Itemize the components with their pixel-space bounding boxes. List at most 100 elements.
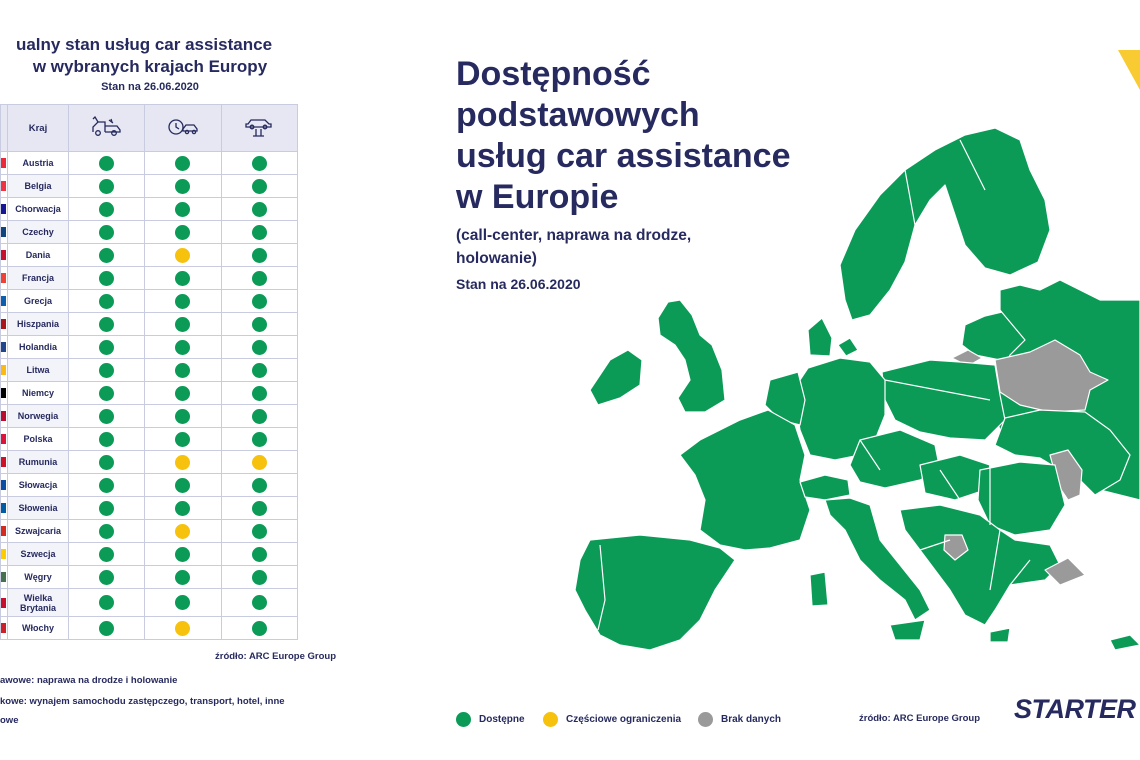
status-cell bbox=[67, 450, 146, 474]
flag-cell bbox=[0, 197, 8, 221]
status-cell bbox=[220, 266, 299, 290]
status-cell bbox=[67, 616, 146, 640]
map-region-romania bbox=[977, 461, 1066, 536]
country-name: Polska bbox=[7, 427, 69, 451]
status-dot bbox=[251, 620, 267, 636]
note-basic: awowe: naprawa na drodze i holowanie bbox=[0, 675, 178, 686]
country-flag-icon bbox=[1, 204, 6, 214]
country-name: Rumunia bbox=[7, 450, 69, 474]
status-dot bbox=[175, 362, 191, 378]
status-cell bbox=[67, 312, 146, 336]
status-cell bbox=[67, 220, 146, 244]
status-dot bbox=[175, 293, 191, 309]
status-cell bbox=[220, 519, 299, 543]
status-dot bbox=[99, 569, 115, 585]
status-dot bbox=[99, 454, 115, 470]
country-name: Dania bbox=[7, 243, 69, 267]
country-flag-icon bbox=[1, 296, 6, 306]
map-region-denmark bbox=[807, 317, 859, 357]
status-cell bbox=[144, 519, 222, 543]
status-dot bbox=[175, 316, 191, 332]
map-region-france bbox=[679, 409, 811, 551]
status-cell bbox=[220, 151, 299, 175]
status-dot bbox=[99, 247, 115, 263]
map-region-sweden-border bbox=[904, 139, 986, 226]
country-flag-icon bbox=[1, 227, 6, 237]
country-flag-icon bbox=[1, 273, 6, 283]
status-cell bbox=[144, 616, 222, 640]
country-flag-icon bbox=[1, 597, 6, 608]
table-row: Wielka Brytania bbox=[0, 588, 299, 617]
status-dot bbox=[175, 224, 191, 240]
status-dot bbox=[175, 201, 191, 217]
map-subtitle-line1: (call-center, naprawa na drodze, bbox=[456, 227, 692, 244]
status-dot bbox=[251, 431, 267, 447]
country-flag-icon bbox=[1, 181, 6, 191]
country-name: Belgia bbox=[7, 174, 69, 198]
status-cell bbox=[220, 542, 299, 566]
table-row: Słowenia bbox=[0, 496, 299, 520]
status-dot bbox=[251, 339, 267, 355]
table-row: Niemcy bbox=[0, 381, 299, 405]
country-name: Szwajcaria bbox=[7, 519, 69, 543]
status-cell bbox=[220, 243, 299, 267]
status-dot bbox=[175, 431, 191, 447]
table-title: ualny stan usług car assistance w wybran… bbox=[0, 34, 300, 78]
map-region-bosnia bbox=[943, 534, 969, 561]
status-cell bbox=[220, 404, 299, 428]
flag-cell bbox=[0, 174, 8, 198]
status-dot bbox=[99, 224, 115, 240]
status-dot bbox=[99, 316, 115, 332]
status-dot bbox=[251, 293, 267, 309]
logo-chevron-icon bbox=[1118, 50, 1140, 90]
status-cell bbox=[144, 404, 222, 428]
status-cell bbox=[220, 381, 299, 405]
map-region-greece-islands bbox=[989, 627, 1140, 651]
status-cell bbox=[144, 220, 222, 244]
map-region-italy bbox=[809, 497, 931, 641]
country-flag-icon bbox=[1, 480, 6, 490]
status-cell bbox=[67, 335, 146, 359]
status-cell bbox=[144, 381, 222, 405]
status-cell bbox=[144, 473, 222, 497]
table-row: Dania bbox=[0, 243, 299, 267]
flag-cell bbox=[0, 565, 8, 589]
header-country: Kraj bbox=[7, 104, 69, 152]
table-row: Grecja bbox=[0, 289, 299, 313]
country-name: Chorwacja bbox=[7, 197, 69, 221]
status-dot bbox=[175, 408, 191, 424]
status-cell bbox=[67, 404, 146, 428]
status-dot bbox=[175, 178, 191, 194]
status-dot bbox=[99, 546, 115, 562]
legend-label-available: Dostępne bbox=[479, 714, 525, 725]
status-dot bbox=[175, 155, 191, 171]
status-dot bbox=[251, 477, 267, 493]
flag-cell bbox=[0, 616, 8, 640]
header-flag-cell bbox=[0, 104, 8, 152]
table-body: Austria Belgia Chorwacja Czechy Dania Francja… bbox=[0, 151, 299, 640]
status-dot bbox=[251, 569, 267, 585]
status-dot bbox=[251, 316, 267, 332]
country-flag-icon bbox=[1, 549, 6, 559]
status-cell bbox=[67, 588, 146, 617]
status-cell bbox=[220, 220, 299, 244]
table-row: Szwecja bbox=[0, 542, 299, 566]
country-name: Czechy bbox=[7, 220, 69, 244]
table-row: Czechy bbox=[0, 220, 299, 244]
country-flag-icon bbox=[1, 319, 6, 329]
status-cell bbox=[144, 243, 222, 267]
flag-cell bbox=[0, 404, 8, 428]
status-cell bbox=[67, 289, 146, 313]
status-cell bbox=[144, 312, 222, 336]
flag-cell bbox=[0, 542, 8, 566]
legend-dot-no-data bbox=[698, 712, 713, 727]
status-dot bbox=[251, 385, 267, 401]
country-name: Norwegia bbox=[7, 404, 69, 428]
flag-cell bbox=[0, 335, 8, 359]
status-dot bbox=[99, 178, 115, 194]
status-cell bbox=[144, 289, 222, 313]
status-cell bbox=[144, 588, 222, 617]
status-cell bbox=[144, 151, 222, 175]
flag-cell bbox=[0, 381, 8, 405]
status-cell bbox=[144, 450, 222, 474]
